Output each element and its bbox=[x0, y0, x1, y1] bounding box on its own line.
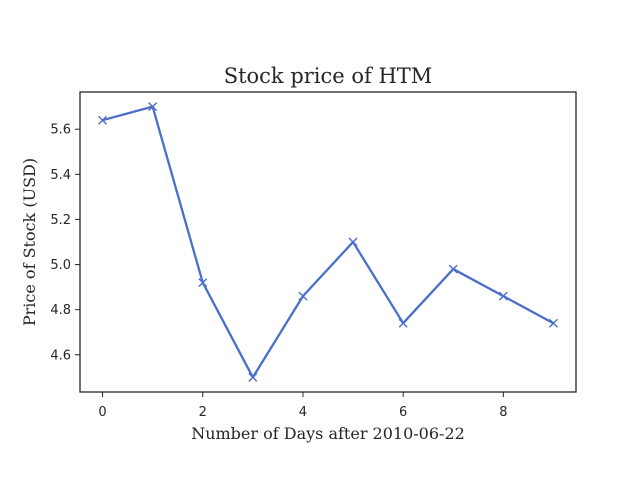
y-tick-label: 5.2 bbox=[50, 213, 71, 228]
x-tick-label: 2 bbox=[199, 405, 207, 420]
x-axis: 0 2 4 6 8 bbox=[98, 392, 507, 420]
data-point-marker bbox=[398, 318, 408, 328]
y-tick-label: 4.6 bbox=[50, 348, 71, 363]
x-tick-label: 6 bbox=[399, 405, 407, 420]
y-tick-label: 4.8 bbox=[50, 303, 71, 318]
data-point-marker bbox=[248, 372, 258, 382]
data-point-marker bbox=[298, 291, 308, 301]
data-point-marker bbox=[198, 278, 208, 288]
x-tick-label: 0 bbox=[98, 405, 106, 420]
data-point-marker bbox=[148, 102, 158, 112]
y-tick-label: 5.0 bbox=[50, 258, 71, 273]
chart-title: Stock price of HTM bbox=[224, 64, 433, 88]
axes-frame bbox=[79, 91, 577, 393]
y-axis: 4.6 4.8 5.0 5.2 5.4 5.6 bbox=[50, 123, 80, 363]
data-point-marker bbox=[448, 264, 458, 274]
data-point-marker bbox=[348, 237, 358, 247]
x-axis-label: Number of Days after 2010-06-22 bbox=[191, 424, 465, 443]
y-tick-label: 5.6 bbox=[50, 123, 71, 138]
y-axis-label: Price of Stock (USD) bbox=[20, 158, 39, 326]
data-point-marker bbox=[98, 115, 108, 125]
data-point-marker bbox=[548, 318, 558, 328]
x-tick-label: 4 bbox=[299, 405, 307, 420]
plot-area bbox=[98, 102, 558, 382]
data-point-marker bbox=[498, 291, 508, 301]
x-tick-label: 8 bbox=[499, 405, 507, 420]
series-line bbox=[101, 105, 555, 379]
y-tick-label: 5.4 bbox=[50, 168, 71, 183]
